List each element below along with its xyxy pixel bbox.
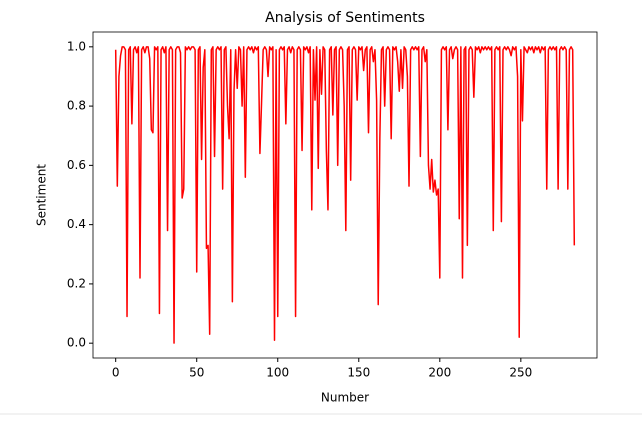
y-tick-label: 0.4	[67, 217, 86, 231]
y-tick-label: 0.8	[67, 99, 86, 113]
chart-title: Analysis of Sentiments	[265, 10, 425, 26]
x-tick-label: 100	[266, 366, 289, 380]
x-tick-label: 0	[112, 366, 120, 380]
plot-frame	[92, 31, 598, 359]
x-tick-label: 150	[347, 366, 370, 380]
x-tick-label: 50	[189, 366, 204, 380]
y-tick-label: 1.0	[67, 39, 86, 53]
x-tick-label: 200	[428, 366, 451, 380]
line-series	[114, 46, 576, 344]
y-tick-label: 0.0	[67, 336, 86, 350]
x-axis-label: Number	[321, 391, 369, 405]
y-tick-label: 0.6	[67, 158, 86, 172]
x-tick-label: 250	[509, 366, 532, 380]
y-tick-label: 0.2	[67, 276, 86, 290]
y-axis-label: Sentiment	[35, 164, 49, 226]
